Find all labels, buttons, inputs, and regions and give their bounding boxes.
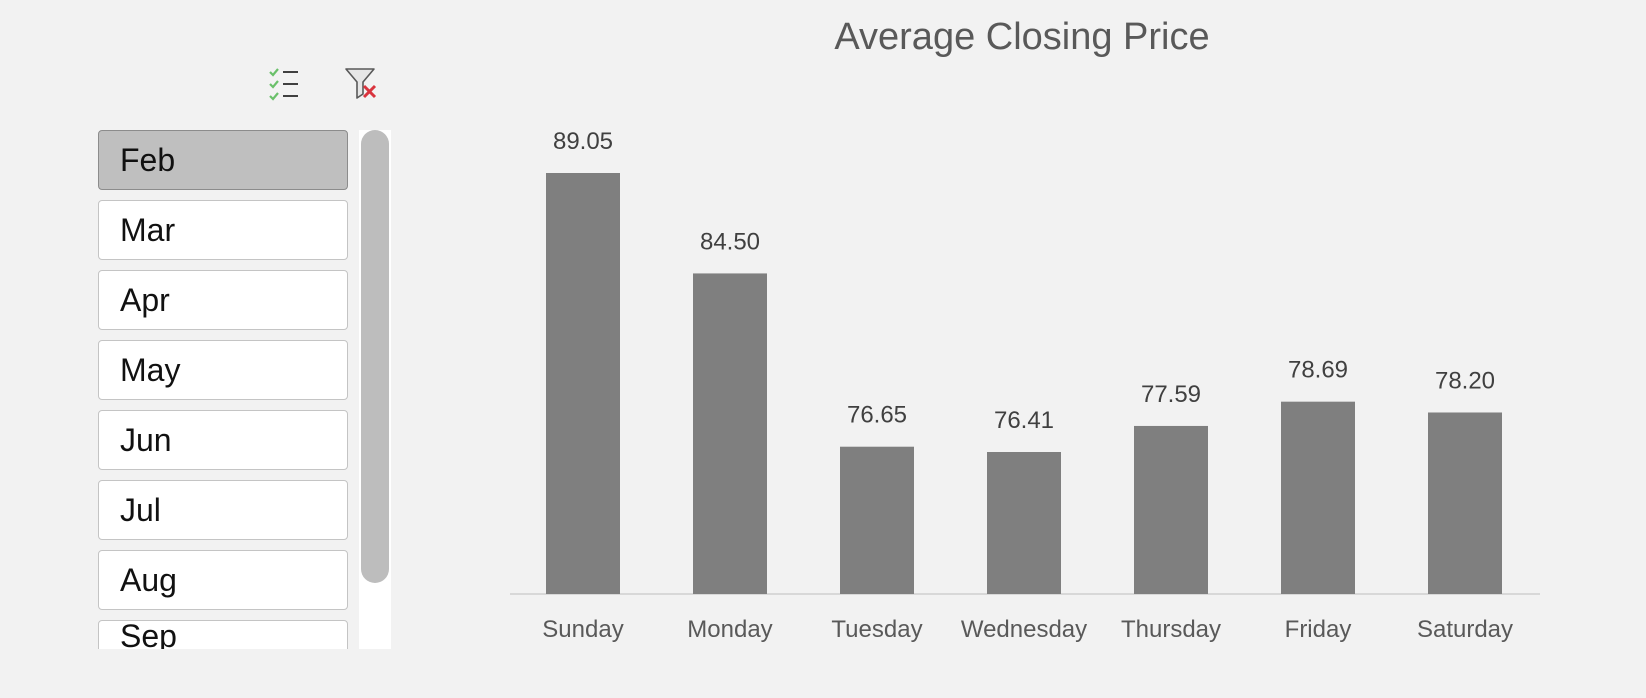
x-tick-label: Friday: [1285, 616, 1352, 643]
slicer-item-mar[interactable]: Mar: [98, 200, 348, 260]
data-label: 77.59: [1141, 381, 1201, 408]
data-label: 78.20: [1435, 367, 1495, 394]
x-tick-label: Monday: [687, 616, 772, 643]
slicer-item-label: Feb: [120, 142, 176, 178]
slicer-item-feb[interactable]: Feb: [98, 130, 348, 190]
x-tick-label: Thursday: [1121, 616, 1221, 643]
slicer-item-sep[interactable]: Sep: [98, 620, 348, 649]
data-label: 78.69: [1288, 357, 1348, 384]
data-label: 89.05: [553, 128, 613, 155]
slicer-item-label: Jun: [120, 422, 172, 458]
data-label: 76.41: [994, 407, 1054, 434]
multi-select-button[interactable]: [268, 66, 312, 106]
bar-monday[interactable]: [693, 273, 767, 594]
slicer-item-aug[interactable]: Aug: [98, 550, 348, 610]
slicer-item-may[interactable]: May: [98, 340, 348, 400]
bar-sunday[interactable]: [546, 173, 620, 594]
bar-wednesday[interactable]: [987, 452, 1061, 594]
x-tick-label: Tuesday: [831, 616, 922, 643]
bar-friday[interactable]: [1281, 401, 1355, 594]
slicer-scrollbar[interactable]: [359, 130, 391, 649]
x-tick-label: Wednesday: [961, 616, 1087, 643]
bar-tuesday[interactable]: [840, 446, 914, 594]
chart-title: Average Closing Price: [834, 16, 1210, 58]
slicer-item-label: Jul: [120, 492, 161, 528]
slicer-item-label: Apr: [120, 282, 170, 318]
multi-select-icon: [269, 68, 298, 101]
clear-filter-button[interactable]: [344, 66, 388, 106]
data-label: 76.65: [847, 402, 907, 429]
slicer-toolbar: [268, 66, 398, 106]
slicer-item-label: Aug: [120, 562, 177, 598]
data-label: 84.50: [700, 228, 760, 255]
slicer-item-label: Sep: [120, 618, 177, 649]
month-slicer: Feb Mar Apr May Jun Jul Aug Sep: [0, 0, 420, 698]
bar-thursday[interactable]: [1134, 425, 1208, 594]
slicer-item-label: Mar: [120, 212, 176, 248]
bar-saturday[interactable]: [1428, 412, 1502, 594]
slicer-item-list: Feb Mar Apr May Jun Jul Aug Sep: [98, 130, 350, 649]
scrollbar-thumb[interactable]: [361, 130, 389, 583]
slicer-item-label: May: [120, 352, 181, 388]
x-tick-label: Sunday: [542, 616, 623, 643]
clear-filter-icon: [345, 68, 377, 99]
x-tick-label: Saturday: [1417, 616, 1513, 643]
slicer-item-jul[interactable]: Jul: [98, 480, 348, 540]
slicer-item-apr[interactable]: Apr: [98, 270, 348, 330]
slicer-item-jun[interactable]: Jun: [98, 410, 348, 470]
